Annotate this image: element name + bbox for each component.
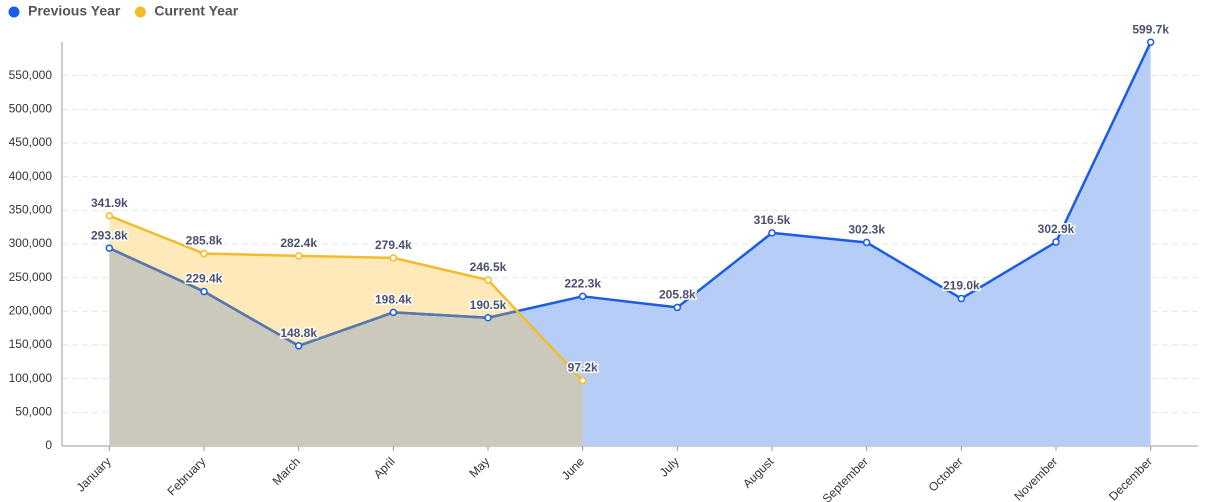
marker — [1052, 238, 1060, 246]
y-tick-label: 250,000 — [9, 270, 53, 284]
data-label: 599.7k — [1132, 22, 1169, 36]
data-label: 97.2k — [568, 361, 598, 375]
marker — [862, 238, 871, 247]
overlap-area — [109, 215, 583, 446]
line — [108, 214, 584, 382]
overlap-line — [109, 215, 583, 348]
marker — [294, 252, 303, 260]
x-tick-label: April — [371, 454, 398, 481]
legend-marker — [134, 6, 146, 18]
data-label: 282.4k — [280, 236, 317, 250]
marker — [578, 376, 587, 385]
x-tick-label: September — [820, 454, 871, 502]
data-label: 316.5k — [754, 213, 791, 227]
marker — [673, 303, 682, 312]
y-tick-label: 200,000 — [9, 304, 53, 318]
y-tick-label: 150,000 — [9, 337, 53, 351]
y-tick-label: 400,000 — [9, 169, 53, 183]
x-tick-label: August — [740, 454, 777, 491]
y-tick-label: 500,000 — [9, 102, 53, 116]
marker — [1146, 38, 1155, 46]
marker — [389, 308, 398, 317]
legend-label: Previous Year — [28, 3, 121, 19]
y-tick-label: 550,000 — [9, 68, 53, 82]
marker — [200, 249, 208, 258]
y-tick-label: 50,000 — [15, 405, 52, 419]
x-tick-label: May — [466, 454, 492, 480]
data-label: 222.3k — [564, 276, 601, 290]
legend-label: Current Year — [154, 3, 238, 19]
x-tick-label: March — [270, 454, 303, 487]
data-label: 229.4k — [186, 272, 223, 286]
data-label: 148.8k — [280, 326, 317, 340]
marker — [389, 254, 398, 262]
data-label: 302.9k — [1038, 222, 1075, 236]
data-label: 190.5k — [470, 298, 507, 312]
marker — [484, 276, 492, 284]
y-tick-label: 100,000 — [9, 371, 53, 385]
marker — [957, 294, 966, 303]
marker — [768, 229, 776, 237]
marker — [484, 313, 492, 322]
y-tick-label: 350,000 — [9, 203, 53, 217]
marker — [200, 287, 208, 296]
legend-marker — [8, 6, 20, 18]
x-tick-label: June — [559, 454, 588, 483]
y-tick-label: 450,000 — [9, 135, 53, 149]
marker — [105, 212, 114, 220]
data-label: 279.4k — [375, 238, 412, 252]
x-tick-label: February — [165, 454, 209, 498]
data-label: 219.0k — [943, 279, 980, 293]
y-tick-label: 0 — [45, 438, 52, 452]
data-label: 341.9k — [91, 196, 128, 210]
marker — [578, 292, 587, 301]
data-label: 302.3k — [848, 223, 885, 237]
y-tick-label: 300,000 — [9, 236, 53, 250]
x-tick-label: December — [1106, 454, 1155, 502]
x-tick-label: November — [1011, 454, 1060, 502]
data-label: 198.4k — [375, 293, 412, 307]
marker — [294, 342, 303, 350]
x-tick-label: July — [657, 454, 682, 479]
marker — [105, 244, 114, 252]
x-tick-label: October — [926, 454, 966, 494]
data-label: 205.8k — [659, 288, 696, 302]
x-tick-label: January — [74, 454, 114, 494]
data-label: 293.8k — [91, 228, 128, 242]
data-label: 246.5k — [470, 260, 507, 274]
data-label: 285.8k — [186, 234, 223, 248]
